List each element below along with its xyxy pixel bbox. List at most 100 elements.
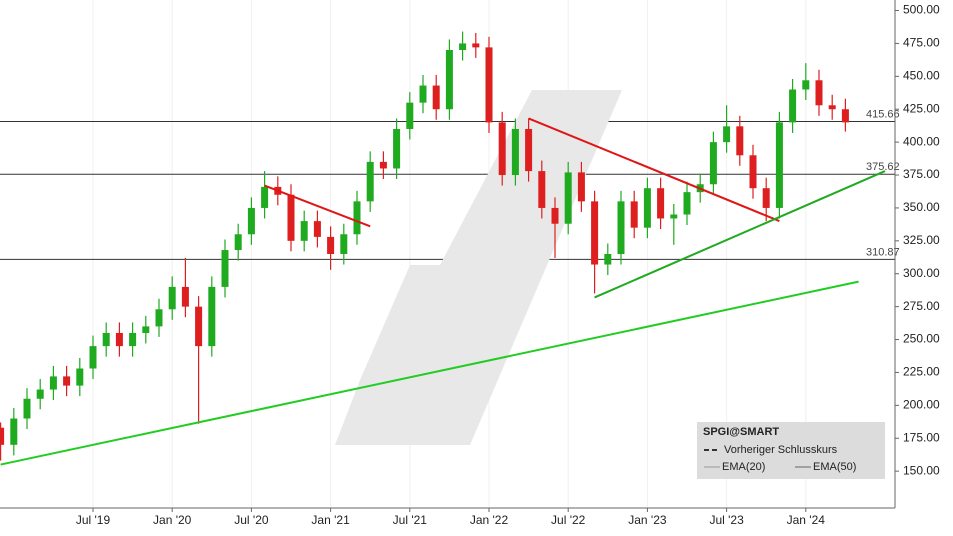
candle-body bbox=[261, 186, 269, 208]
y-tick-label: 200.00 bbox=[903, 398, 940, 412]
watermark bbox=[335, 90, 622, 445]
candle-body bbox=[300, 221, 308, 241]
candle-body bbox=[643, 188, 651, 228]
trend-line bbox=[528, 117, 780, 223]
candle-body bbox=[406, 102, 414, 129]
y-tick-label: 300.00 bbox=[903, 266, 940, 280]
trend-line bbox=[594, 170, 886, 299]
x-tick-label: Jan '22 bbox=[470, 513, 509, 527]
candle-body bbox=[723, 126, 731, 143]
candle-body bbox=[10, 418, 18, 445]
y-tick-label: 225.00 bbox=[903, 365, 940, 379]
candle-body bbox=[287, 194, 295, 241]
y-tick-label: 250.00 bbox=[903, 332, 940, 346]
y-tick-label: 150.00 bbox=[903, 463, 940, 477]
candle-body bbox=[36, 389, 44, 399]
candle-body bbox=[379, 161, 387, 169]
candle-body bbox=[327, 236, 335, 254]
candle-body bbox=[709, 142, 717, 185]
legend: SPGI@SMART Vorheriger Schlusskurs EMA(20… bbox=[697, 422, 885, 479]
plot bbox=[0, 31, 886, 466]
candle-body bbox=[736, 126, 744, 156]
y-tick-label: 275.00 bbox=[903, 299, 940, 313]
candle-body bbox=[129, 332, 137, 347]
y-tick-label: 475.00 bbox=[903, 36, 940, 50]
candle-body bbox=[76, 368, 84, 386]
candle-body bbox=[775, 122, 783, 208]
candle-body bbox=[168, 286, 176, 310]
reference-label: 375.62 bbox=[866, 161, 900, 173]
y-tick-label: 375.00 bbox=[903, 167, 940, 181]
candle-body bbox=[353, 201, 361, 235]
candle-body bbox=[366, 161, 374, 202]
y-tick-label: 350.00 bbox=[903, 200, 940, 214]
y-tick-label: 325.00 bbox=[903, 233, 940, 247]
legend-label: Vorheriger Schlusskurs bbox=[724, 444, 838, 456]
reference-label: 310.87 bbox=[866, 246, 900, 258]
x-tick-label: Jan '21 bbox=[311, 513, 350, 527]
candle-body bbox=[221, 250, 229, 287]
candle-body bbox=[445, 50, 453, 110]
candle-body bbox=[670, 214, 678, 219]
candle-body bbox=[683, 192, 691, 215]
y-tick-label: 500.00 bbox=[903, 3, 940, 17]
candle-body bbox=[762, 188, 770, 208]
candle-body bbox=[23, 398, 31, 419]
reference-label: 415.66 bbox=[866, 108, 900, 120]
candle-body bbox=[459, 43, 467, 51]
x-tick-label: Jul '22 bbox=[551, 513, 586, 527]
candle-body bbox=[247, 207, 255, 235]
candle-body bbox=[181, 286, 189, 307]
candle-body bbox=[0, 427, 5, 445]
candle-body bbox=[538, 171, 546, 208]
candle-body bbox=[630, 201, 638, 228]
candle-body bbox=[393, 128, 401, 169]
y-tick-label: 450.00 bbox=[903, 69, 940, 83]
candle-body bbox=[155, 309, 163, 327]
candle-body bbox=[577, 172, 585, 202]
candle-body bbox=[525, 128, 533, 172]
candle-body bbox=[142, 326, 150, 333]
candle-body bbox=[419, 85, 427, 103]
x-tick-label: Jan '20 bbox=[153, 513, 192, 527]
candle-body bbox=[604, 254, 612, 265]
y-tick-label: 400.00 bbox=[903, 134, 940, 148]
candle-body bbox=[195, 306, 203, 347]
candle-body bbox=[564, 172, 572, 224]
legend-label: EMA(20) bbox=[722, 461, 765, 473]
candle-body bbox=[841, 109, 849, 123]
candle-body bbox=[115, 332, 123, 347]
candle-body bbox=[789, 89, 797, 123]
candle-body bbox=[49, 376, 57, 390]
x-tick-label: Jul '21 bbox=[393, 513, 428, 527]
y-tick-label: 425.00 bbox=[903, 101, 940, 115]
candle-body bbox=[432, 85, 440, 110]
candle-body bbox=[551, 207, 559, 224]
candle-body bbox=[472, 43, 480, 48]
y-tick-label: 175.00 bbox=[903, 430, 940, 444]
candle-body bbox=[234, 234, 242, 251]
x-tick-label: Jul '19 bbox=[76, 513, 111, 527]
candle-body bbox=[815, 80, 823, 106]
candle-body bbox=[802, 80, 810, 90]
x-tick-label: Jan '24 bbox=[787, 513, 826, 527]
legend-label: EMA(50) bbox=[813, 461, 856, 473]
candle-body bbox=[485, 47, 493, 123]
legend-box bbox=[697, 422, 885, 479]
candle-body bbox=[313, 221, 321, 237]
candle-body bbox=[340, 234, 348, 254]
candle-body bbox=[617, 201, 625, 254]
candle-body bbox=[511, 128, 519, 176]
candle-body bbox=[749, 155, 757, 189]
candle-body bbox=[657, 188, 665, 219]
candle-body bbox=[591, 201, 599, 265]
candle-body bbox=[208, 286, 216, 347]
candle-body bbox=[102, 332, 110, 347]
legend-title: SPGI@SMART bbox=[703, 426, 779, 438]
candle-body bbox=[89, 346, 97, 369]
trend-line bbox=[264, 184, 371, 228]
candle-body bbox=[498, 122, 506, 176]
candle-body bbox=[63, 376, 71, 386]
candle-body bbox=[828, 105, 836, 110]
